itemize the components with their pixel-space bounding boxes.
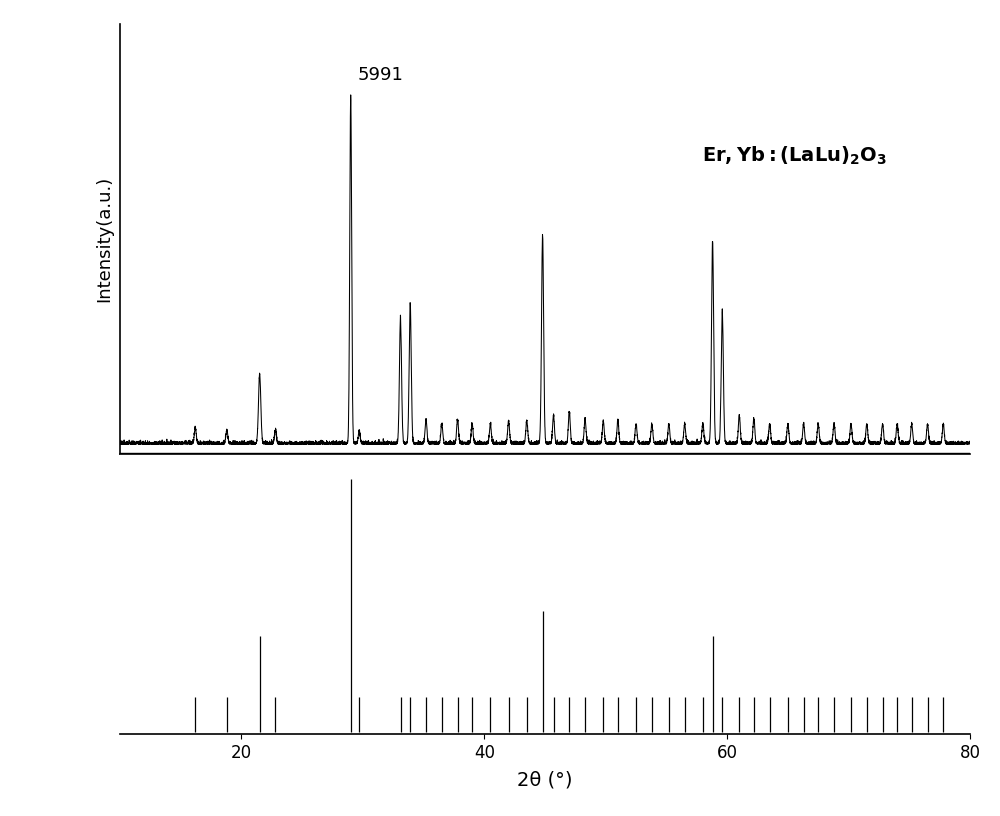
X-axis label: 2θ (°): 2θ (°): [517, 770, 573, 789]
Y-axis label: Intensity(a.u.): Intensity(a.u.): [95, 176, 113, 303]
Text: 5991: 5991: [358, 66, 404, 84]
Text: $\mathbf{Er,Yb:(LaLu)_2O_3}$: $\mathbf{Er,Yb:(LaLu)_2O_3}$: [702, 145, 887, 167]
